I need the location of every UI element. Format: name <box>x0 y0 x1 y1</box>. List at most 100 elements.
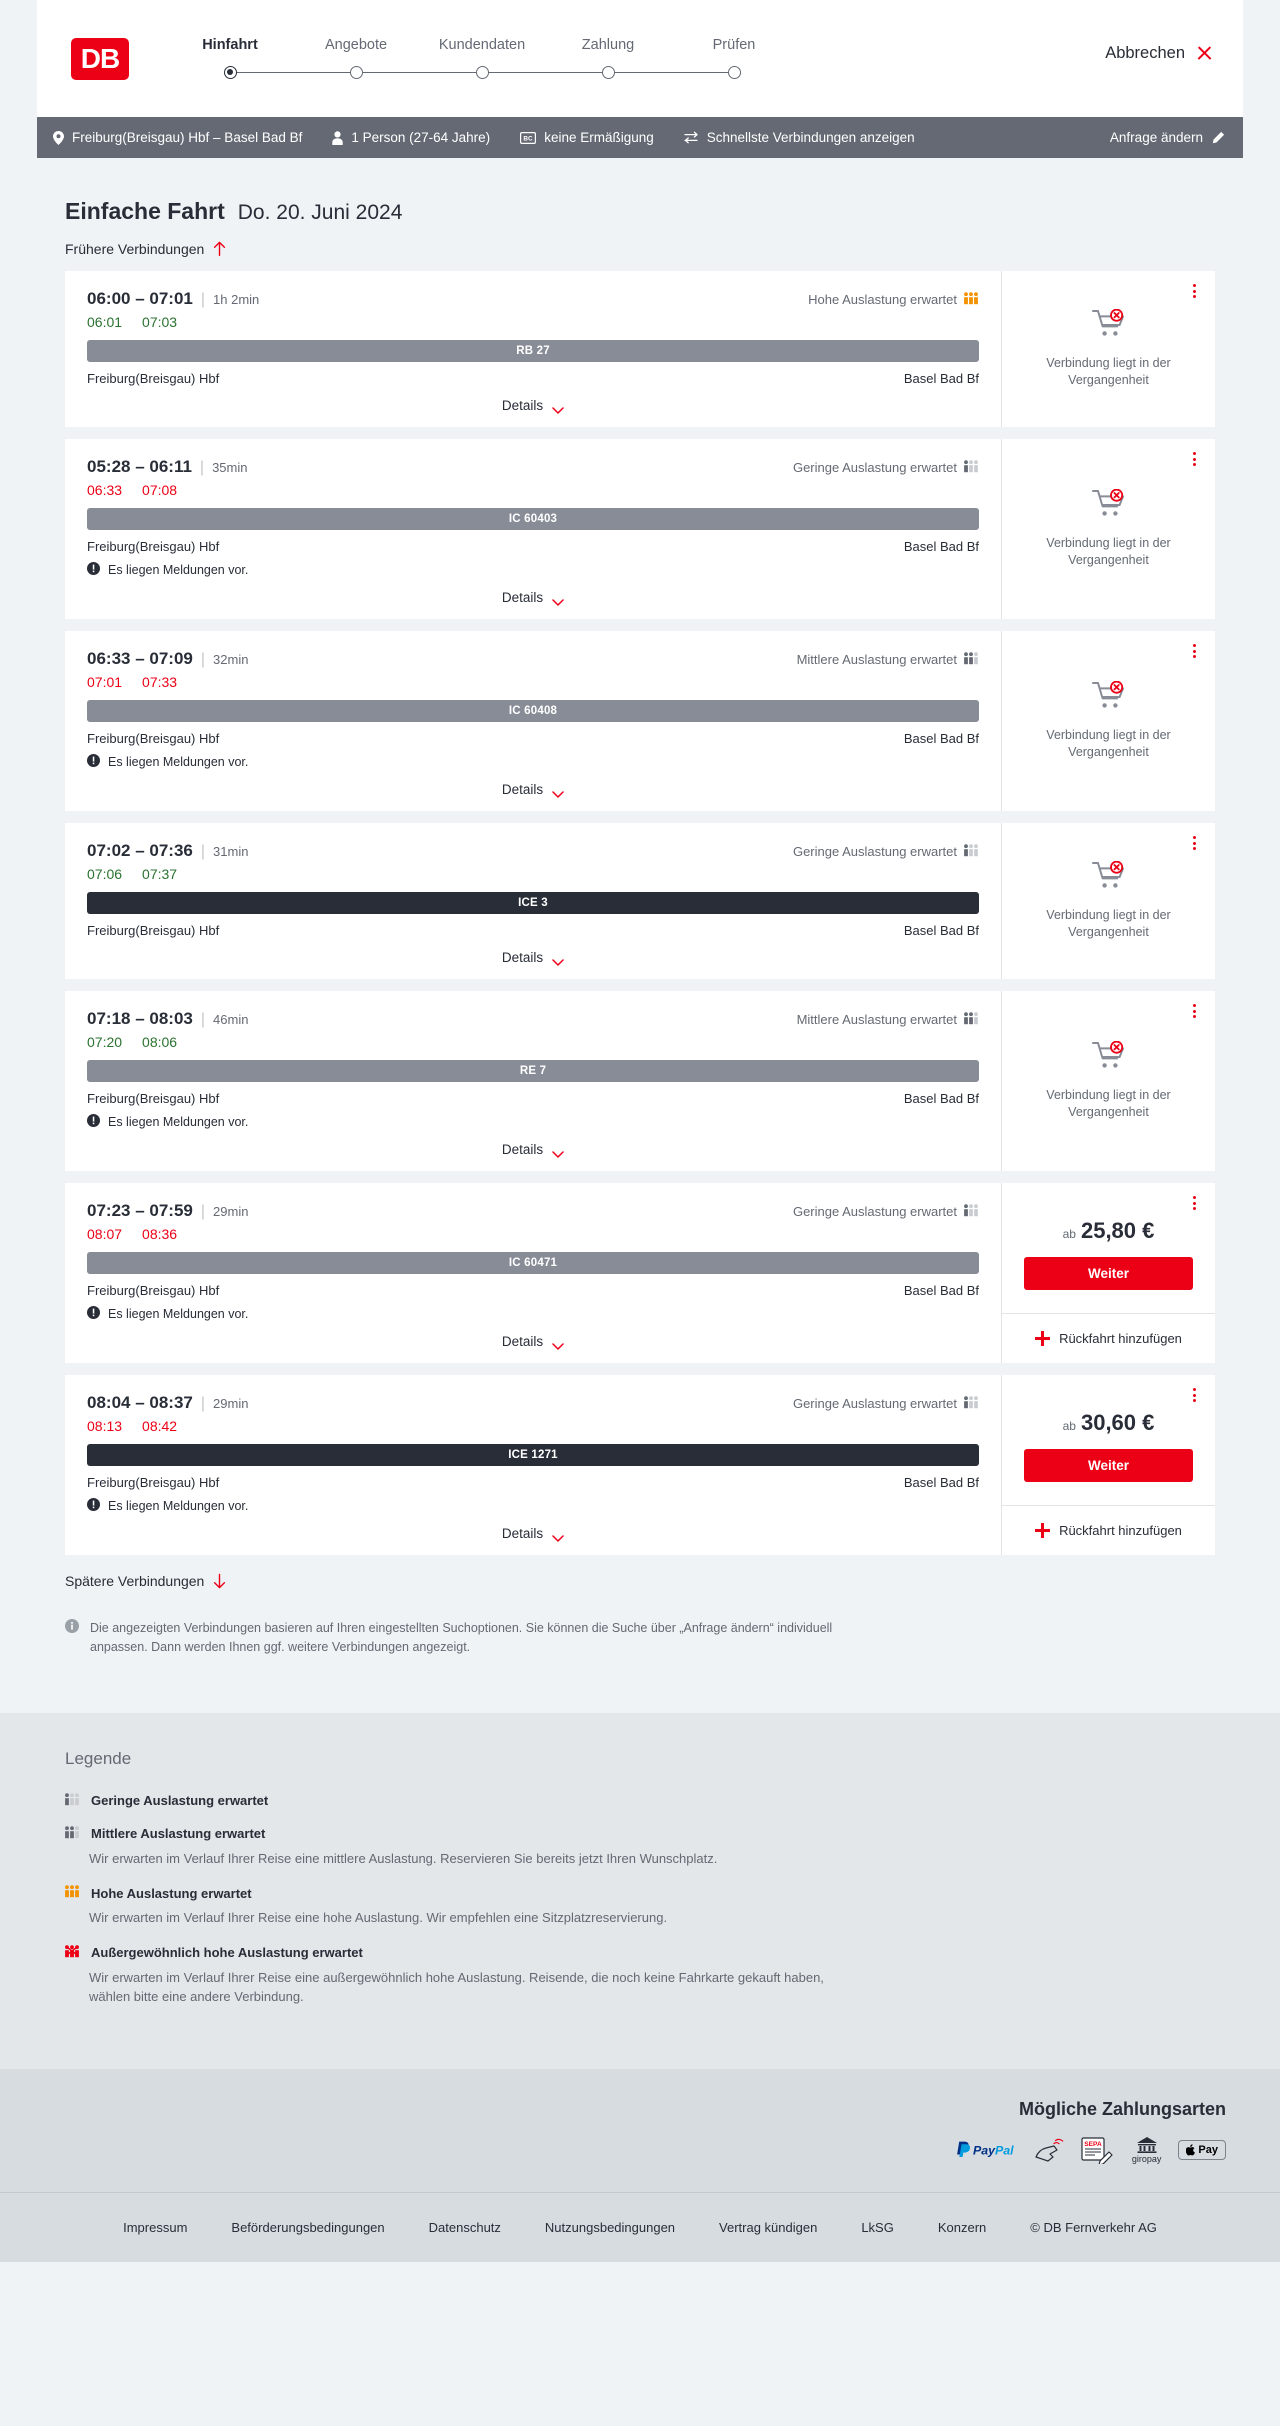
destination-station: Basel Bad Bf <box>903 539 979 554</box>
connection-messages[interactable]: Es liegen Meldungen vor. <box>87 754 979 770</box>
add-return-trip-button[interactable]: Rückfahrt hinzufügen <box>1002 1313 1215 1363</box>
time-divider: | <box>200 651 206 668</box>
details-toggle[interactable]: Details <box>87 1514 979 1542</box>
connection-duration: 31min <box>213 844 249 859</box>
footer-link-bef-rderungsbedingungen[interactable]: Beförderungsbedingungen <box>231 2219 385 2235</box>
connection-stations: Freiburg(Breisgau) Hbf Basel Bad Bf <box>87 1283 979 1298</box>
connection-info: 07:02 – 07:36 | 31min Geringe Auslastung e… <box>65 823 1001 979</box>
details-toggle[interactable]: Details <box>87 578 979 606</box>
connection-card: 07:23 – 07:59 | 29min Geringe Auslastung e… <box>65 1183 1215 1363</box>
train-badge: IC 60408 <box>87 700 979 722</box>
utilization-label: Geringe Auslastung erwartet <box>792 460 957 475</box>
details-toggle[interactable]: Details <box>87 386 979 414</box>
stepper-dot <box>475 65 489 79</box>
utilization-icon <box>964 291 979 308</box>
info-icon <box>65 1619 79 1657</box>
train-badge: IC 60403 <box>87 508 979 530</box>
price-value: 30,60 € <box>1080 1410 1155 1435</box>
time-divider: | <box>199 459 205 476</box>
more-options-button[interactable] <box>1186 450 1202 468</box>
connection-messages-label: Es liegen Meldungen vor. <box>108 563 249 577</box>
continue-button[interactable]: Weiter <box>1024 1449 1193 1482</box>
footer-copyright: © DB Fernverkehr AG <box>1030 2219 1157 2235</box>
connection-top-row: 07:18 – 08:03 | 46min Mittlere Auslastung … <box>87 1009 979 1029</box>
details-toggle[interactable]: Details <box>87 1322 979 1350</box>
connection-time-block: 07:02 – 07:36 | 31min <box>87 841 248 861</box>
cancel-button[interactable]: Abbrechen <box>1105 44 1213 63</box>
stepper-step-prüfen[interactable]: Prüfen <box>671 37 797 80</box>
connection-top-row: 06:00 – 07:01 | 1h 2min Hohe Auslastung er… <box>87 289 979 309</box>
connection-actual-times: 06:01 07:03 <box>87 314 979 330</box>
actual-arrival-time: 08:42 <box>142 1418 178 1434</box>
continue-button[interactable]: Weiter <box>1024 1257 1193 1290</box>
details-label: Details <box>501 950 544 965</box>
add-return-trip-button[interactable]: Rückfahrt hinzufügen <box>1002 1505 1215 1555</box>
actual-arrival-time: 08:06 <box>142 1034 178 1050</box>
connection-info: 06:00 – 07:01 | 1h 2min Hohe Auslastung er… <box>65 271 1001 427</box>
connection-time-block: 05:28 – 06:11 | 35min <box>87 457 248 477</box>
connection-messages[interactable]: Es liegen Meldungen vor. <box>87 1114 979 1130</box>
details-label: Details <box>501 590 544 605</box>
connection-utilization: Mittlere Auslastung erwartet <box>797 1011 979 1028</box>
person-icon <box>332 130 344 145</box>
summary-discount[interactable]: BC keine Ermäßigung <box>520 130 654 145</box>
summary-passengers[interactable]: 1 Person (27-64 Jahre) <box>332 130 490 145</box>
stepper-step-kundendaten[interactable]: Kundendaten <box>419 37 608 80</box>
giropay-label: giropay <box>1131 2153 1162 2164</box>
stepper-step-label: Kundendaten <box>438 37 526 53</box>
earlier-connections-button[interactable]: Frühere Verbindungen <box>37 241 226 257</box>
cart-unavailable-icon <box>1091 308 1126 344</box>
later-connections-button[interactable]: Spätere Verbindungen <box>37 1573 226 1589</box>
connection-messages[interactable]: Es liegen Meldungen vor. <box>87 562 979 578</box>
connection-action-panel: ab 25,80 € Weiter Rückfahrt hinzufügen <box>1001 1183 1215 1363</box>
details-toggle[interactable]: Details <box>87 770 979 798</box>
stepper-step-zahlung[interactable]: Zahlung <box>545 37 734 80</box>
more-options-button[interactable] <box>1186 1194 1202 1212</box>
header-region: DB Hinfahrt Angebote Kundendaten Zahlung Prü… <box>0 0 1280 117</box>
details-toggle[interactable]: Details <box>87 1130 979 1158</box>
connection-duration: 35min <box>212 460 248 475</box>
more-options-button[interactable] <box>1186 1002 1202 1020</box>
arrow-up-icon <box>213 241 226 257</box>
more-options-button[interactable] <box>1186 642 1202 660</box>
connection-utilization: Geringe Auslastung erwartet <box>793 1203 979 1220</box>
edit-request-button[interactable]: Anfrage ändern <box>1110 130 1225 145</box>
origin-station: Freiburg(Breisgau) Hbf <box>87 1283 220 1298</box>
chevron-down-icon <box>552 1146 564 1158</box>
footer-link-vertrag-k-ndigen[interactable]: Vertrag kündigen <box>719 2219 818 2235</box>
connection-messages[interactable]: Es liegen Meldungen vor. <box>87 1306 979 1322</box>
more-options-button[interactable] <box>1186 282 1202 300</box>
chevron-down-icon <box>552 402 564 414</box>
actual-arrival-time: 07:08 <box>142 482 178 498</box>
actual-departure-time: 06:33 <box>87 482 123 498</box>
summary-route[interactable]: Freiburg(Breisgau) Hbf – Basel Bad Bf <box>53 130 302 145</box>
past-connection-label: Verbindung liegt in der Vergangenheit <box>1046 536 1171 567</box>
more-options-button[interactable] <box>1186 1386 1202 1404</box>
connection-stations: Freiburg(Breisgau) Hbf Basel Bad Bf <box>87 1091 979 1106</box>
connection-duration: 32min <box>213 652 249 667</box>
stepper-step-label: Angebote <box>324 37 388 53</box>
connection-actual-times: 08:07 08:36 <box>87 1226 979 1242</box>
cart-unavailable-icon <box>1091 680 1126 716</box>
more-options-button[interactable] <box>1186 834 1202 852</box>
svg-text:Pal: Pal <box>995 2143 1014 2157</box>
footer-link-impressum[interactable]: Impressum <box>123 2219 188 2235</box>
footer-link-konzern[interactable]: Konzern <box>937 2219 987 2235</box>
connection-card: 07:02 – 07:36 | 31min Geringe Auslastung e… <box>65 823 1215 979</box>
footer-link-datenschutz[interactable]: Datenschutz <box>428 2219 501 2235</box>
connection-messages[interactable]: Es liegen Meldungen vor. <box>87 1498 979 1514</box>
connection-stations: Freiburg(Breisgau) Hbf Basel Bad Bf <box>87 731 979 746</box>
arrow-down-icon <box>213 1573 226 1589</box>
legend-item-label: Geringe Auslastung erwartet <box>91 1793 269 1808</box>
utilization-icon <box>964 1203 979 1220</box>
connection-list: 06:00 – 07:01 | 1h 2min Hohe Auslastung er… <box>37 271 1243 1555</box>
time-divider: | <box>200 1203 206 1220</box>
details-toggle[interactable]: Details <box>87 938 979 966</box>
plus-icon <box>1035 1331 1051 1346</box>
summary-sorting[interactable]: Schnellste Verbindungen anzeigen <box>684 130 915 145</box>
stepper-step-angebote[interactable]: Angebote <box>293 37 482 80</box>
stepper-step-hinfahrt[interactable]: Hinfahrt <box>167 37 356 80</box>
price-line: ab 30,60 € <box>1063 1410 1155 1436</box>
footer-link-nutzungsbedingungen[interactable]: Nutzungsbedingungen <box>544 2219 676 2235</box>
footer-link-lksg[interactable]: LkSG <box>861 2219 894 2235</box>
